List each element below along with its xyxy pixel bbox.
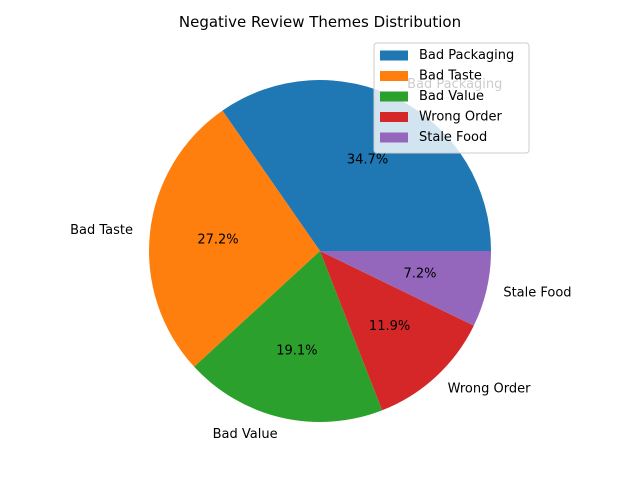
legend-frame (373, 42, 530, 154)
pie-slice-wrong-order (320, 251, 474, 411)
legend-swatch-bad-packaging (380, 50, 408, 61)
percent-label-bad-value: 19.1% (276, 343, 317, 358)
pie-slice-stale-food (320, 251, 491, 326)
percent-label-bad-taste: 27.2% (197, 232, 238, 247)
percent-labels: 34.7% 27.2% 19.1% 11.9% 7.2% (197, 153, 436, 359)
legend-label-bad-taste: Bad Taste (419, 69, 482, 84)
legend-swatch-bad-value (380, 91, 408, 102)
legend-label-wrong-order: Wrong Order (419, 110, 503, 125)
legend: Bad Packaging Bad Taste Bad Value Wrong Ord… (373, 42, 530, 154)
legend-swatch-stale-food (380, 132, 408, 143)
percent-label-stale-food: 7.2% (403, 266, 436, 281)
legend-swatch-bad-taste (380, 71, 408, 81)
legend-label-bad-value: Bad Value (419, 89, 484, 104)
pie-slice-bad-taste (149, 110, 320, 367)
legend-swatch-wrong-order (380, 112, 408, 122)
legend-label-stale-food: Stale Food (419, 130, 487, 145)
category-label-stale-food: Stale Food (503, 286, 571, 301)
chart-title: Negative Review Themes Distribution (179, 13, 461, 31)
category-label-bad-value: Bad Value (213, 427, 278, 442)
category-label-bad-taste: Bad Taste (70, 223, 133, 238)
legend-label-bad-packaging: Bad Packaging (419, 48, 514, 63)
percent-label-wrong-order: 11.9% (369, 319, 410, 334)
category-label-wrong-order: Wrong Order (448, 382, 532, 397)
pie-slice-bad-value (194, 251, 383, 423)
percent-label-bad-packaging: 34.7% (347, 153, 388, 168)
